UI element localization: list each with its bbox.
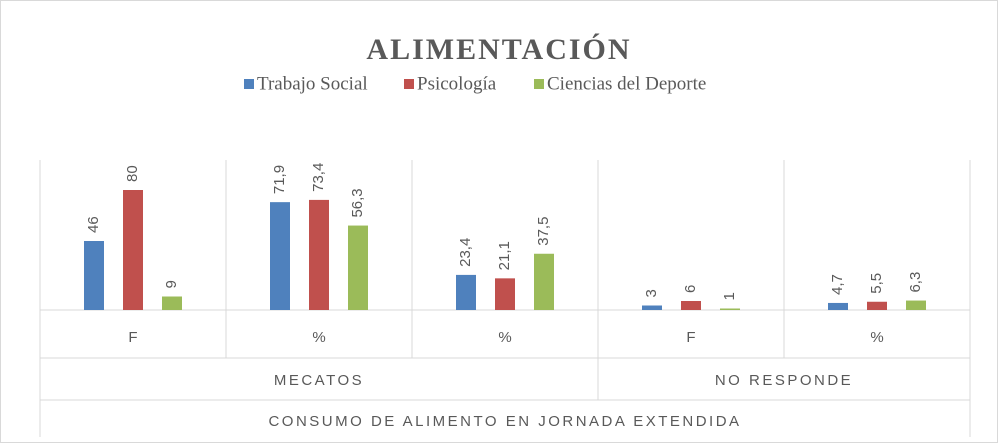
- bar: [534, 253, 554, 310]
- legend-label: Trabajo Social: [257, 73, 368, 94]
- data-label: 73,4: [310, 163, 327, 192]
- legend-swatch: [534, 79, 544, 89]
- bar: [84, 241, 104, 310]
- group-label: NO RESPONDE: [715, 372, 853, 389]
- data-label: 21,1: [496, 241, 513, 270]
- data-label: 46: [85, 216, 102, 233]
- legend-swatch: [244, 79, 254, 89]
- data-label: 23,4: [457, 238, 474, 267]
- data-label: 1: [721, 292, 738, 300]
- x-tick-label: %: [312, 329, 325, 346]
- legend-label: Ciencias del Deporte: [547, 73, 706, 94]
- x-tick-label: F: [686, 329, 695, 346]
- bar: [906, 300, 926, 310]
- legend-label: Psicología: [417, 73, 497, 94]
- data-label: 80: [124, 165, 141, 182]
- bar: [309, 199, 329, 310]
- x-tick-label: F: [128, 329, 137, 346]
- bar: [681, 301, 701, 310]
- data-label: 3: [643, 289, 660, 297]
- data-label: 4,7: [829, 274, 846, 295]
- bar: [123, 190, 143, 310]
- bar: [642, 305, 662, 310]
- bar: [828, 302, 848, 310]
- chart-title: ALIMENTACIÓN: [366, 33, 631, 66]
- x-tick-label: %: [498, 329, 511, 346]
- data-label: 71,9: [271, 165, 288, 194]
- bar: [348, 225, 368, 310]
- group-label: MECATOS: [274, 372, 364, 389]
- data-label: 9: [163, 280, 180, 288]
- data-label: 56,3: [349, 188, 366, 217]
- bar: [720, 308, 740, 310]
- data-label: 6: [682, 285, 699, 293]
- bar: [867, 301, 887, 310]
- bar: [456, 274, 476, 310]
- x-tick-label: %: [870, 329, 883, 346]
- legend-swatch: [404, 79, 414, 89]
- data-label: 5,5: [868, 273, 885, 294]
- data-label: 37,5: [535, 217, 552, 246]
- data-label: 6,3: [907, 272, 924, 293]
- bar: [495, 278, 515, 310]
- x-axis-title: CONSUMO DE ALIMENTO EN JORNADA EXTENDIDA: [268, 413, 741, 430]
- bar: [162, 296, 182, 310]
- bar: [270, 202, 290, 310]
